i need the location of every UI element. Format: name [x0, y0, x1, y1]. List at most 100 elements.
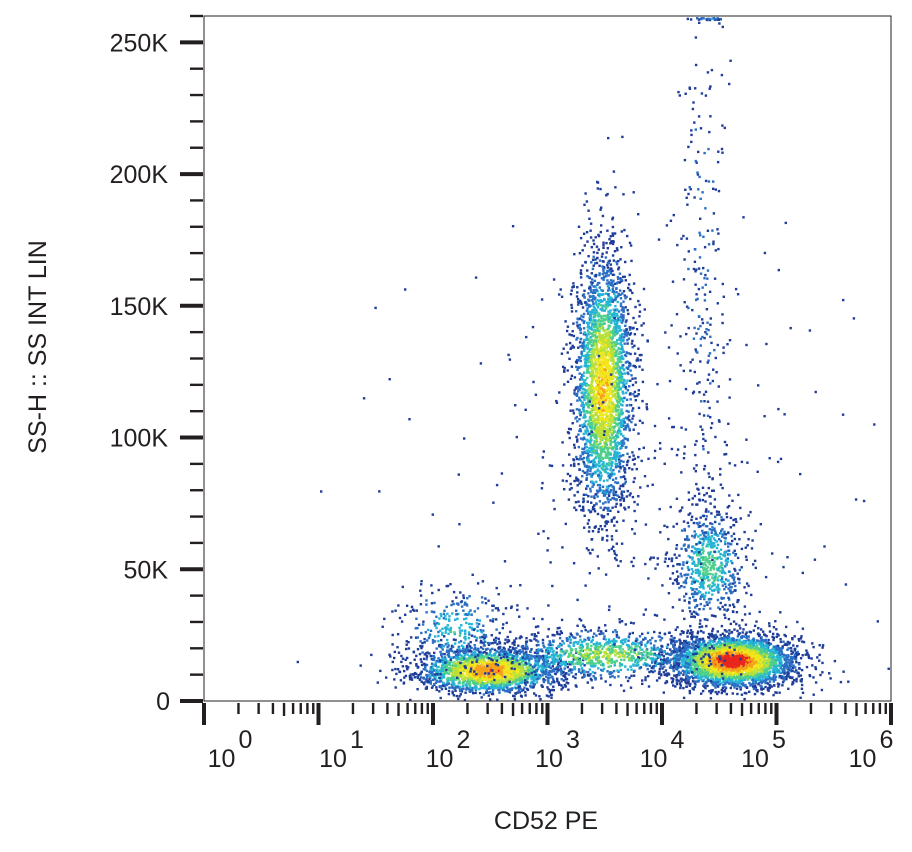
- event-dot: [593, 418, 597, 422]
- event-dot: [618, 429, 622, 433]
- event-dot: [609, 312, 612, 315]
- event-dot: [611, 343, 614, 346]
- event-dot: [488, 667, 491, 670]
- event-dot: [612, 420, 615, 423]
- event-dot: [581, 344, 584, 347]
- event-dot: [439, 650, 442, 654]
- event-dot: [625, 409, 628, 413]
- event-dot: [594, 236, 597, 239]
- event-dot: [540, 656, 543, 660]
- event-dot: [579, 276, 583, 279]
- event-dot: [422, 657, 426, 661]
- event-dot: [546, 676, 550, 680]
- event-dot: [467, 613, 471, 616]
- event-dot: [590, 427, 594, 430]
- event-dot: [586, 366, 590, 369]
- event-dot: [632, 392, 635, 396]
- event-dot: [605, 359, 608, 362]
- event-dot: [590, 421, 593, 425]
- event-dot: [588, 572, 591, 575]
- event-dot: [591, 332, 594, 335]
- event-dot: [597, 360, 600, 363]
- event-dot: [606, 520, 610, 523]
- event-dot: [624, 416, 628, 419]
- event-dot: [489, 619, 492, 622]
- event-dot: [445, 668, 448, 672]
- event-dot: [599, 336, 602, 339]
- event-dot: [591, 385, 594, 388]
- event-dot: [589, 426, 592, 429]
- event-dot: [608, 364, 611, 368]
- event-dot: [623, 467, 626, 470]
- event-dot: [599, 230, 602, 234]
- event-dot: [615, 481, 619, 485]
- event-dot: [518, 688, 521, 691]
- event-dot: [417, 665, 420, 669]
- event-dot: [567, 498, 571, 501]
- event-dot: [459, 685, 462, 688]
- event-dot: [567, 427, 571, 431]
- event-dot: [459, 591, 462, 594]
- event-dot: [464, 629, 467, 632]
- event-dot: [493, 648, 497, 652]
- event-dot: [584, 390, 587, 393]
- event-dot: [458, 664, 462, 667]
- event-dot: [498, 640, 501, 643]
- event-dot: [628, 455, 631, 459]
- event-dot: [616, 331, 619, 335]
- event-dot: [489, 675, 492, 679]
- event-dot: [572, 334, 576, 338]
- event-dot: [610, 431, 613, 435]
- event-dot: [497, 674, 500, 677]
- event-dot: [427, 636, 431, 640]
- event-dot: [431, 654, 434, 658]
- event-dot: [634, 305, 637, 309]
- event-dot: [401, 585, 404, 589]
- event-dot: [549, 673, 552, 677]
- event-dot: [586, 269, 589, 272]
- event-dot: [607, 501, 610, 504]
- event-dot: [467, 673, 471, 676]
- event-dot: [575, 359, 579, 362]
- event-dot: [485, 666, 488, 669]
- event-dot: [482, 677, 486, 681]
- event-dot: [415, 664, 418, 667]
- event-dot: [529, 682, 533, 685]
- event-dot: [460, 605, 464, 608]
- event-dot: [638, 353, 642, 357]
- event-dot: [451, 600, 454, 603]
- event-dot: [472, 652, 476, 655]
- event-dot: [601, 351, 604, 354]
- event-dot: [576, 286, 579, 289]
- event-dot: [440, 664, 444, 667]
- event-dot: [607, 608, 611, 612]
- event-dot: [598, 379, 601, 382]
- event-dot: [618, 412, 621, 415]
- event-dot: [591, 548, 594, 551]
- event-dot: [503, 659, 506, 662]
- event-dot: [625, 366, 628, 369]
- event-dot: [599, 432, 603, 435]
- event-dot: [525, 673, 529, 677]
- event-dot: [621, 357, 625, 361]
- event-dot: [587, 466, 590, 470]
- event-dot: [464, 676, 467, 680]
- event-dot: [602, 426, 605, 429]
- event-dot: [610, 297, 613, 300]
- event-dot: [616, 416, 619, 420]
- event-dot: [582, 508, 585, 511]
- event-dot: [620, 410, 623, 413]
- event-dot: [596, 377, 599, 381]
- event-dot: [626, 417, 629, 421]
- event-dot: [629, 364, 632, 367]
- event-dot: [596, 454, 600, 458]
- event-dot: [621, 404, 624, 407]
- event-dot: [605, 315, 608, 319]
- event-dot: [458, 650, 461, 654]
- event-dot: [439, 680, 443, 683]
- event-dot: [415, 609, 418, 612]
- event-dot: [458, 634, 462, 637]
- event-dot: [616, 342, 619, 345]
- event-dot: [370, 653, 373, 657]
- event-dot: [623, 383, 626, 387]
